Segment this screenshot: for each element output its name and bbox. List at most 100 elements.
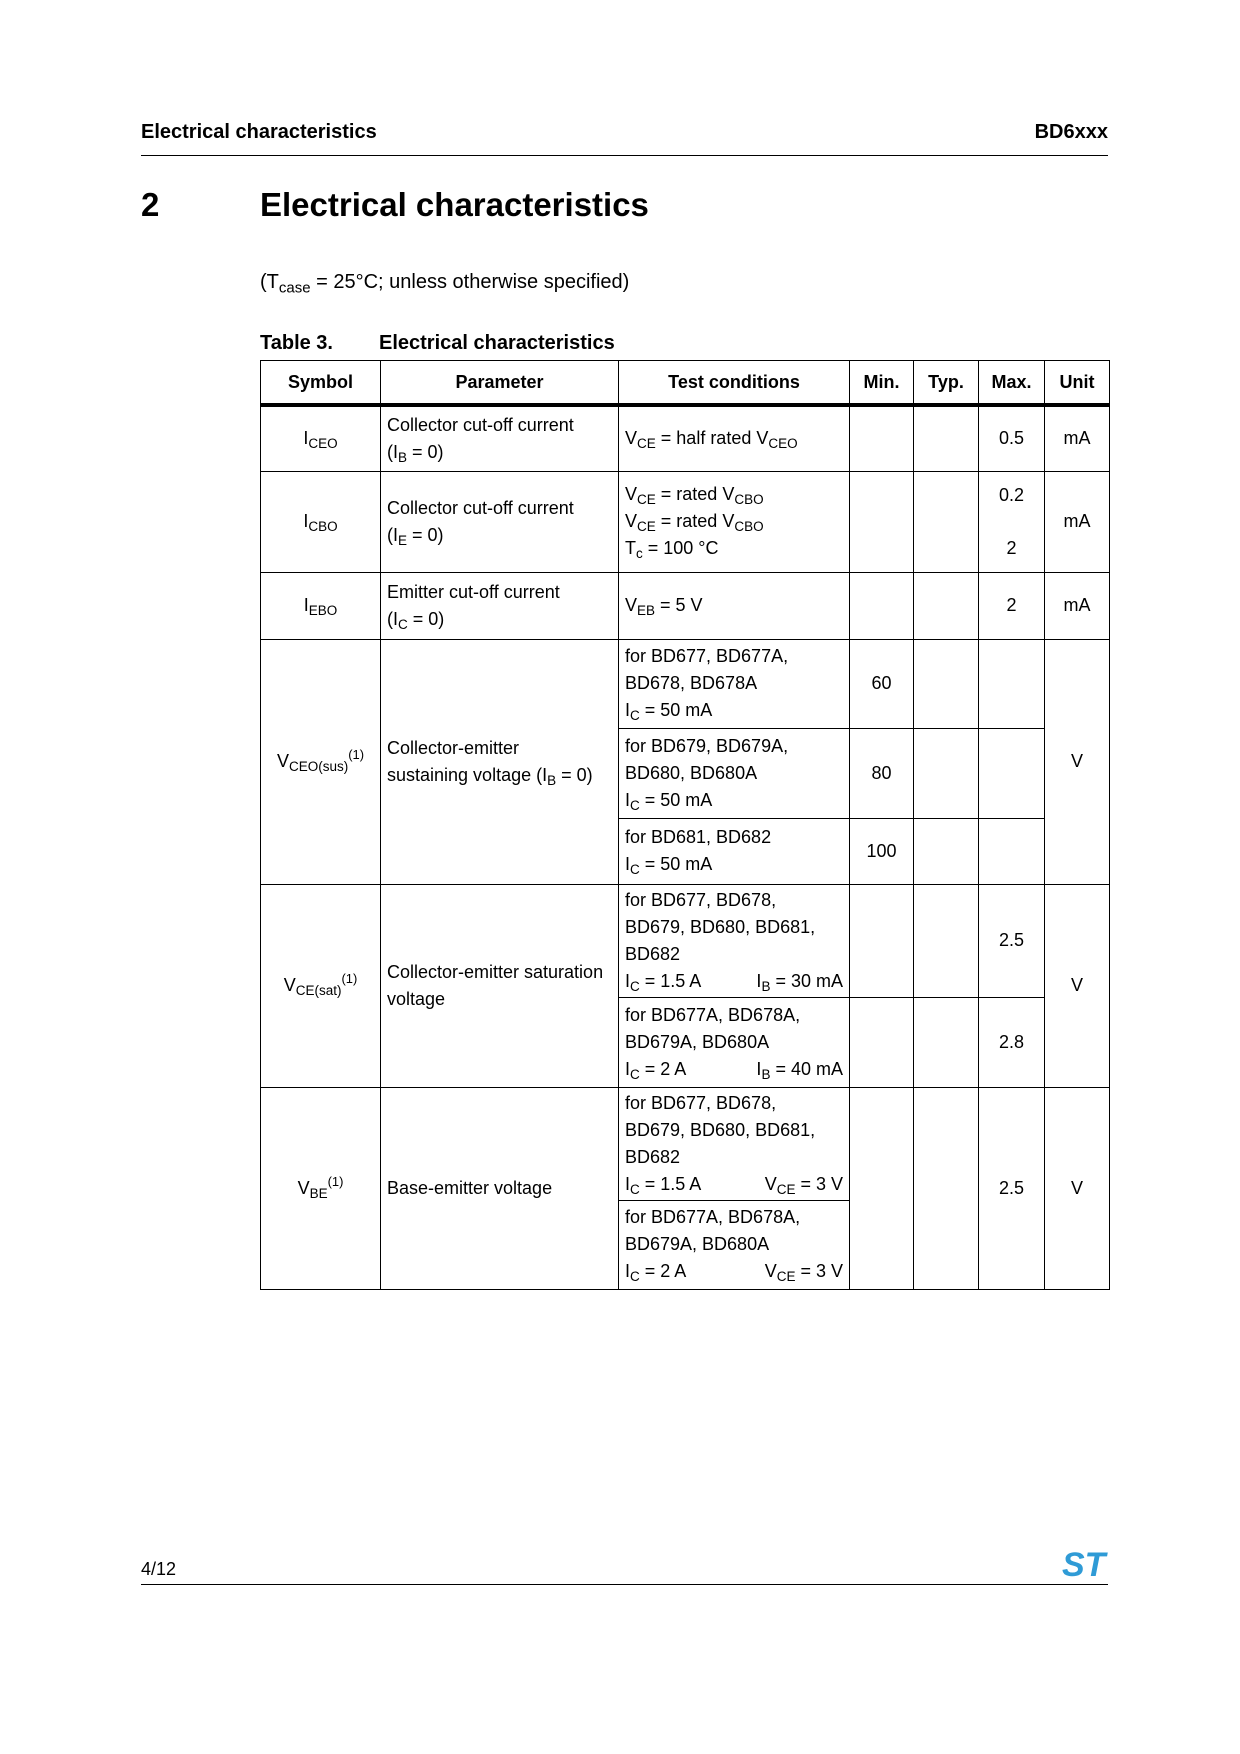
subscript-text: CE(sat) xyxy=(295,983,342,999)
symbol-cell: ICBO xyxy=(260,470,381,573)
text-run: V xyxy=(297,1177,310,1198)
max-cell: 0.5 xyxy=(978,404,1045,472)
subscript-text: C xyxy=(630,797,640,813)
test-ib: IB = 40 mA xyxy=(756,1056,843,1083)
col-unit: Unit xyxy=(1044,360,1110,407)
subscript-text: B xyxy=(761,978,771,994)
table-row-vceo-sus-2: for BD679, BD679A, BD680, BD680A IC = 50 m… xyxy=(261,727,1110,819)
test-cell: for BD677, BD678, BD679, BD680, BD681, BD6… xyxy=(618,883,850,998)
max-cell: 2.5 xyxy=(978,1086,1045,1290)
test-text: for BD677, BD678, BD679, BD680, BD681, BD6… xyxy=(625,887,843,968)
test-ic: IC = 1.5 A xyxy=(625,968,701,995)
col-test-conditions: Test conditions xyxy=(618,360,850,407)
text-run: = 50 mA xyxy=(639,700,713,720)
symbol-cell: VCE(sat)(1) xyxy=(260,883,381,1088)
test-text: for BD677A, BD678A, BD679A, BD680A xyxy=(625,1204,843,1258)
text-run: Collector-emitter saturation voltage xyxy=(387,961,604,1009)
col-min: Min. xyxy=(849,360,914,407)
text-run: = rated V xyxy=(655,511,735,531)
table-header-row: Symbol Parameter Test conditions Min. Ty… xyxy=(260,360,1110,407)
subscript-text: C xyxy=(630,1181,640,1197)
text-run: = 50 mA xyxy=(639,854,713,874)
text-run: = 3 V xyxy=(795,1261,843,1281)
typ-cell xyxy=(913,470,979,573)
text-run: BD679A, BD680A xyxy=(625,1234,770,1254)
typ-cell xyxy=(913,996,979,1088)
test-ic: IC = 2 A xyxy=(625,1056,686,1083)
text-run: I xyxy=(303,595,309,615)
text-run: I xyxy=(756,970,762,991)
test-cell: for BD677A, BD678A, BD679A, BD680A IC = 2 … xyxy=(618,1199,850,1290)
text-run: I xyxy=(756,1058,762,1079)
test-vce: VCE = 3 V xyxy=(765,1171,843,1198)
text-run: = 0) xyxy=(556,764,593,785)
table-row-iceo: ICEO Collector cut-off current (IB = 0) V… xyxy=(260,404,1110,472)
subscript-text: CE xyxy=(637,519,656,535)
max-cell: 0.2 2 xyxy=(978,470,1045,573)
typ-cell xyxy=(913,571,979,640)
text-run: V xyxy=(625,428,638,449)
text-run: = half rated V xyxy=(655,428,769,449)
subscript-text: C xyxy=(398,616,408,632)
text-run: I xyxy=(303,428,309,449)
max-cell: 2.5 xyxy=(978,883,1045,998)
subscript-text: CEO(sus) xyxy=(288,759,349,775)
text-run: V xyxy=(276,751,289,771)
max-cell xyxy=(978,638,1045,729)
min-cell: 60 xyxy=(849,638,914,729)
col-symbol: Symbol xyxy=(260,360,381,407)
test-cell: for BD677, BD677A, BD678, BD678A IC = 50 m… xyxy=(618,638,850,729)
parameter-cell: Collector-emitter sustaining voltage (IB … xyxy=(380,638,619,885)
table-row-vbe: VBE(1) Base-emitter voltage for BD677, B… xyxy=(260,1086,1110,1290)
subscript-text: EB xyxy=(637,603,656,619)
text-run: Collector-emitter xyxy=(387,737,520,758)
supscript-text: (1) xyxy=(348,747,365,763)
test-text: for BD677, BD678, BD679, BD680, BD681, BD6… xyxy=(625,1090,843,1171)
conditions-note: (Tcase = 25°C; unless otherwise specifie… xyxy=(260,271,630,297)
unit-cell: V xyxy=(1044,1086,1110,1290)
min-cell xyxy=(849,1086,914,1290)
min-cell: 80 xyxy=(849,727,914,819)
subscript-text: CE xyxy=(637,492,656,508)
test-cell: for BD677, BD678, BD679, BD680, BD681, BD6… xyxy=(618,1086,850,1201)
parameter-cell: Collector-emitter saturation voltage xyxy=(380,883,619,1088)
running-header-title: Electrical characteristics xyxy=(141,121,377,143)
text-run: = 30 mA xyxy=(770,970,843,991)
text-run: for BD679, BD679A, xyxy=(625,735,789,756)
typ-cell xyxy=(913,727,979,819)
parameter-cell: Base-emitter voltage xyxy=(380,1086,619,1290)
running-header-product: BD6xxx xyxy=(1034,121,1108,143)
text-run: BD679, BD680, BD681, xyxy=(625,1119,816,1140)
max-value: 0.2 xyxy=(998,484,1025,505)
table-row-vceo-sus-3: for BD681, BD682 IC = 50 mA 100 xyxy=(261,817,1110,885)
text-run: BD679, BD680, BD681, xyxy=(625,916,816,937)
subscript-text: CEO xyxy=(308,436,338,452)
test-text: for BD677A, BD678A, BD679A, BD680A xyxy=(625,1002,843,1056)
text-run: (I xyxy=(387,524,398,545)
typ-cell xyxy=(913,883,979,998)
text-run: for BD677A, BD678A, xyxy=(625,1207,801,1227)
text-run: Base-emitter voltage xyxy=(387,1177,553,1198)
table-caption-title: Electrical characteristics xyxy=(379,332,615,354)
typ-cell xyxy=(913,404,979,472)
text-run: = 2 A xyxy=(639,1058,687,1079)
subscript-text: CE xyxy=(776,1181,796,1197)
parameter-cell: Collector cut-off current (IB = 0) xyxy=(380,404,619,472)
subscript-text: CBO xyxy=(734,492,764,508)
text-run: = 25°C; unless otherwise specified) xyxy=(310,271,630,293)
subscript-text: case xyxy=(278,279,311,297)
max-cell: 2.8 xyxy=(978,996,1045,1088)
col-max: Max. xyxy=(978,360,1045,407)
section-title: Electrical characteristics xyxy=(260,186,649,223)
text-run: = 0) xyxy=(407,608,445,629)
subscript-text: CEO xyxy=(768,436,798,452)
unit-cell: mA xyxy=(1044,470,1110,573)
electrical-characteristics-table: Symbol Parameter Test conditions Min. Ty… xyxy=(260,360,1110,1290)
unit-cell: V xyxy=(1044,883,1110,1088)
text-run: V xyxy=(764,1261,777,1281)
subscript-text: EBO xyxy=(308,603,338,619)
text-run: BD680, BD680A xyxy=(625,762,758,783)
text-run: BD678, BD678A xyxy=(625,673,758,693)
typ-cell xyxy=(913,638,979,729)
text-run: I xyxy=(625,789,631,810)
